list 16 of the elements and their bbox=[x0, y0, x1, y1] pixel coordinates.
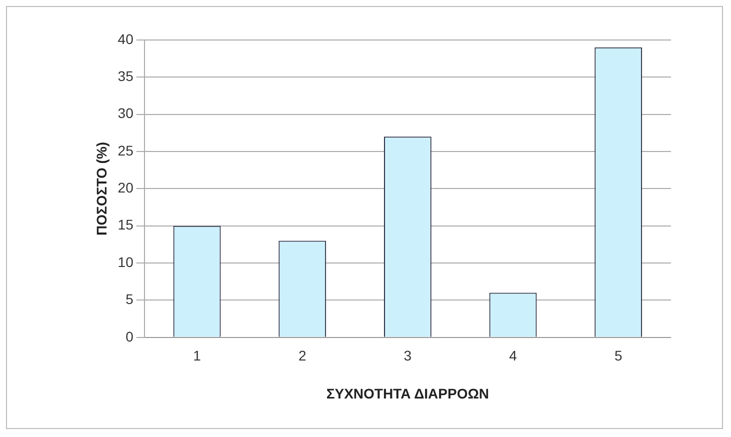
y-tick-label: 15 bbox=[118, 216, 134, 233]
y-tick-label: 35 bbox=[118, 68, 134, 84]
x-tick-label: 4 bbox=[509, 348, 518, 364]
y-tick-label: 20 bbox=[118, 180, 134, 196]
y-tick-label: 40 bbox=[118, 30, 134, 47]
y-axis-title: ΠΟΣΟΣΤΟ (%) bbox=[93, 142, 110, 236]
x-tick-label: 1 bbox=[193, 348, 202, 364]
y-tick-label: 0 bbox=[126, 328, 134, 344]
y-tick-label: 10 bbox=[118, 254, 134, 270]
x-tick-label: 2 bbox=[298, 348, 306, 364]
x-tick-label: 3 bbox=[404, 348, 412, 364]
y-tick-label: 5 bbox=[126, 291, 134, 308]
x-tick-label: 5 bbox=[614, 348, 622, 364]
y-tick-label: 30 bbox=[118, 105, 134, 122]
y-tick-label: 25 bbox=[118, 142, 134, 158]
x-axis-title: ΣΥΧΝΟΤΗΤΑ ΔΙΑΡΡΟΩΝ bbox=[326, 385, 490, 402]
